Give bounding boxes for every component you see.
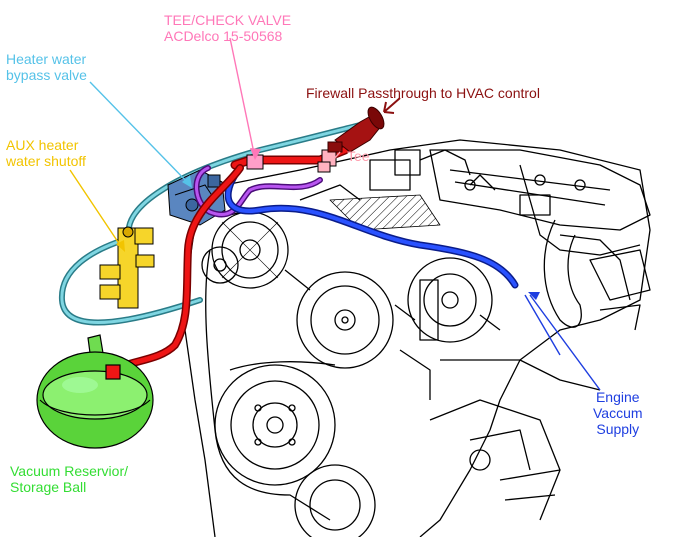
vacuum-hose-blue (224, 171, 519, 289)
label-tee-text: Tee (347, 148, 370, 164)
aux-arrow (116, 240, 125, 252)
label-vacuum-reservoir: Vacuum Reservior/ Storage Ball (10, 463, 128, 495)
label-tee-check-line2: ACDelco 15-50568 (164, 28, 283, 44)
tee-check-arrow (250, 148, 261, 160)
leader-lines (69, 37, 601, 391)
aux-heater-shutoff-valve (99, 226, 155, 309)
tee-fitting (317, 149, 337, 173)
tee-check-leader (229, 37, 256, 159)
label-engine-vac-line3: Supply (596, 421, 640, 437)
label-heater-bypass-line2: bypass valve (6, 67, 87, 83)
label-engine-vac-line2: Vaccum (593, 405, 643, 421)
aux-leader (69, 169, 123, 249)
label-aux-line1: AUX heater (6, 137, 79, 153)
engine-vac-leader (529, 294, 601, 391)
label-heater-bypass-valve: Heater water bypass valve (6, 51, 87, 83)
label-firewall-text: Firewall Passthrough to HVAC control (306, 85, 540, 101)
label-aux-line2: water shutoff (6, 153, 86, 169)
heater-bypass-leader (89, 81, 191, 186)
label-tee-check-line1: TEE/CHECK VALVE (164, 12, 292, 28)
tee-leader (334, 151, 341, 159)
label-aux-heater-shutoff: AUX heater water shutoff (6, 137, 86, 169)
label-vac-res-line1: Vacuum Reservior/ (10, 463, 129, 479)
label-engine-vac-line1: Engine (595, 389, 640, 405)
label-tee: Tee (347, 148, 370, 164)
label-engine-vacuum-supply: Engine Vaccum Supply (593, 389, 643, 437)
label-tee-check-valve: TEE/CHECK VALVE ACDelco 15-50568 (164, 12, 291, 44)
label-vac-res-line2: Storage Ball (10, 479, 87, 495)
firewall-passthrough (327, 106, 385, 153)
firewall-arrow (383, 97, 401, 114)
engine-drawing (184, 139, 651, 542)
heater-bypass-arrow (182, 175, 192, 188)
label-firewall-passthrough: Firewall Passthrough to HVAC control (306, 85, 540, 101)
heater-hose-teal (58, 122, 363, 326)
engine-vac-arrow (528, 292, 540, 300)
vacuum-reservoir-ball (36, 334, 154, 449)
arrowheads (116, 97, 540, 300)
label-heater-bypass-line1: Heater water (6, 51, 87, 67)
